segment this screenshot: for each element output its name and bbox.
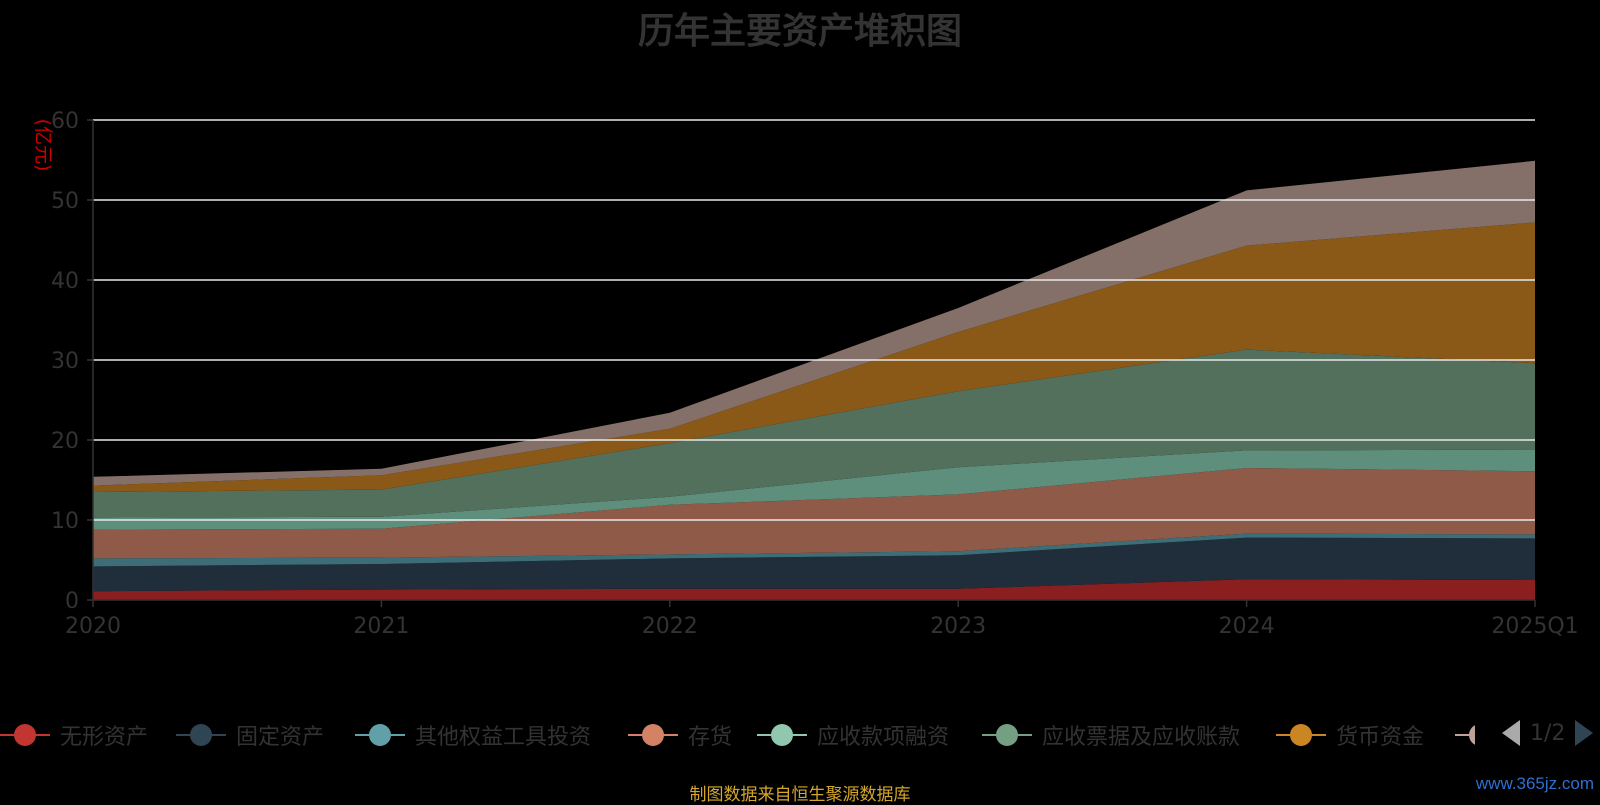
chart-title: 历年主要资产堆积图 (637, 11, 962, 52)
legend-item-2[interactable]: 其他权益工具投资 (355, 715, 591, 755)
legend-item-5[interactable]: 应收票据及应收账款 (982, 715, 1240, 755)
legend-marker-icon (0, 724, 50, 746)
legend-prev-page-icon[interactable] (1500, 718, 1522, 748)
area-layers (93, 160, 1535, 600)
legend-item-6[interactable]: 货币资金 (1276, 715, 1424, 755)
x-tick-label: 2020 (65, 614, 121, 639)
area-series-6 (93, 222, 1535, 492)
legend-marker-icon (757, 724, 807, 746)
area-series-3 (93, 468, 1535, 559)
area-series-7 (93, 160, 1535, 486)
legend-marker-icon (982, 724, 1032, 746)
x-tick-label: 2025Q1 (1491, 614, 1578, 639)
legend-item-3[interactable]: 存货 (628, 715, 732, 755)
legend-label: 固定资产 (236, 725, 325, 750)
watermark: www.365jz.com (1475, 774, 1594, 793)
legend-label: 应收款项融资 (817, 725, 950, 750)
x-tick-label: 2024 (1219, 614, 1275, 639)
y-tick-label: 50 (51, 189, 79, 214)
legend-marker-icon (355, 724, 405, 746)
area-series-0 (93, 579, 1535, 600)
legend-marker-icon (1276, 724, 1326, 746)
axes: 0 10 20 30 40 50 60 2020 2021 2022 2023 2024 2025Q1 (51, 109, 1579, 639)
legend-label: 应收票据及应收账款 (1042, 725, 1241, 750)
gridlines (93, 119, 1535, 521)
x-tick-label: 2022 (642, 614, 698, 639)
legend-item-4[interactable]: 应收款项融资 (757, 715, 949, 755)
legend-marker-icon (176, 724, 226, 746)
legend-page-indicator: 1/2 (1530, 720, 1566, 746)
legend-marker-icon (628, 724, 678, 746)
legend-label: 其他权益工具投资 (415, 725, 592, 750)
y-axis-unit-label: (亿元) (32, 119, 54, 172)
legend-next-page-icon[interactable] (1573, 718, 1595, 748)
y-tick-label: 40 (51, 269, 79, 294)
legend-label: 无形资产 (60, 725, 149, 750)
legend-label: 货币资金 (1336, 725, 1425, 750)
area-series-4 (93, 449, 1535, 530)
y-tick-label: 20 (51, 429, 79, 454)
legend-item-1[interactable]: 固定资产 (176, 715, 324, 755)
legend-label: 存货 (688, 725, 733, 750)
source-note: 制图数据来自恒生聚源数据库 (689, 785, 911, 805)
legend-marker-icon (1455, 725, 1475, 745)
legend-pager: 1/2 (1500, 718, 1595, 748)
y-tick-label: 60 (51, 109, 79, 134)
y-tick-label: 30 (51, 349, 79, 374)
legend-item-7[interactable] (1455, 715, 1475, 755)
x-tick-label: 2021 (353, 614, 409, 639)
x-tick-label: 2023 (930, 614, 986, 639)
y-tick-label: 0 (65, 589, 79, 614)
area-series-2 (93, 533, 1535, 567)
legend-item-0[interactable]: 无形资产 (0, 715, 148, 755)
y-tick-label: 10 (51, 509, 79, 534)
area-series-1 (93, 537, 1535, 592)
area-series-5 (93, 349, 1535, 518)
